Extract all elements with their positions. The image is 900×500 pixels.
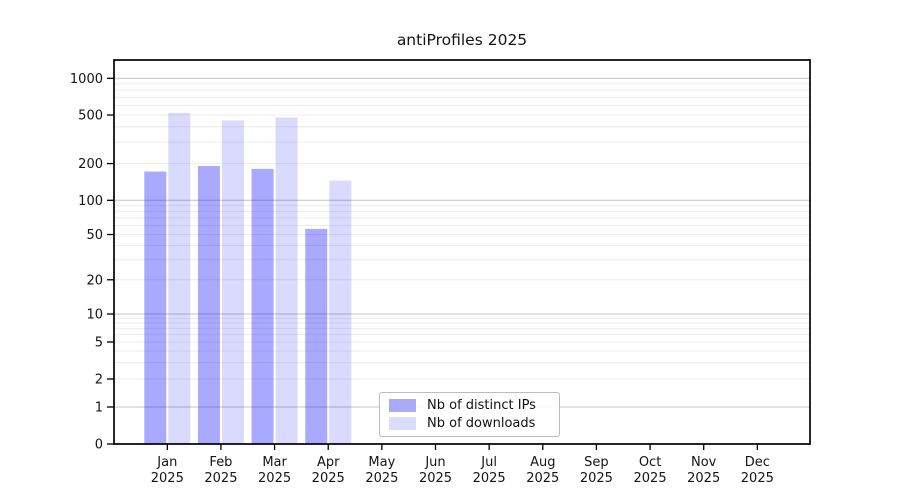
bar-ips-mar — [251, 168, 274, 444]
y-tick-label: 100 — [78, 194, 103, 209]
x-tick-label-year: 2025 — [473, 471, 506, 486]
x-tick-label-month: May — [368, 455, 395, 470]
x-tick-label-year: 2025 — [634, 471, 667, 486]
legend-label-downloads: Nb of downloads — [427, 415, 536, 431]
y-tick-label: 10 — [86, 308, 103, 323]
x-tick-label-month: Jun — [424, 455, 445, 470]
bar-ips-apr — [305, 228, 328, 444]
y-tick-label: 2 — [95, 373, 103, 388]
x-tick-label-year: 2025 — [365, 471, 398, 486]
legend-item-downloads: Nb of downloads — [389, 416, 550, 431]
x-tick-label-year: 2025 — [151, 471, 184, 486]
x-tick-label-year: 2025 — [419, 471, 452, 486]
bar-ips-feb — [197, 166, 220, 445]
chart-title: antiProfiles 2025 — [396, 31, 528, 49]
x-tick-label-month: Jul — [480, 455, 497, 470]
x-tick-label-month: Dec — [745, 455, 770, 470]
x-tick-label-month: Sep — [584, 455, 609, 470]
x-tick-label-year: 2025 — [741, 471, 774, 486]
bar-ips-jan — [144, 171, 167, 444]
y-tick-label: 1000 — [70, 72, 103, 87]
y-tick-label: 200 — [78, 157, 103, 172]
legend-swatch-distinct-ips — [389, 399, 416, 413]
y-tick-label: 500 — [78, 109, 103, 124]
bar-downloads-feb — [221, 120, 244, 444]
legend-label-distinct-ips: Nb of distinct IPs — [427, 398, 536, 414]
y-tick-label: 50 — [86, 228, 103, 243]
x-tick-label-month: Mar — [262, 455, 287, 470]
legend-swatch-downloads — [389, 416, 416, 430]
x-tick-label-month: Nov — [691, 455, 717, 470]
x-tick-label-month: Aug — [530, 455, 555, 470]
y-tick-label: 20 — [86, 273, 103, 288]
y-tick-label: 0 — [95, 438, 103, 453]
x-tick-label-month: Apr — [317, 455, 340, 470]
bar-downloads-jan — [168, 112, 191, 444]
x-tick-label-year: 2025 — [580, 471, 613, 486]
x-tick-label-year: 2025 — [312, 471, 345, 486]
bar-downloads-apr — [329, 180, 352, 444]
legend-item-distinct-ips: Nb of distinct IPs — [389, 398, 550, 413]
x-tick-label-year: 2025 — [258, 471, 291, 486]
x-tick-label-month: Feb — [209, 455, 232, 470]
y-tick-label: 5 — [95, 335, 103, 350]
y-tick-label: 1 — [95, 401, 103, 416]
axes-frame — [113, 59, 811, 445]
legend: Nb of distinct IPs Nb of downloads — [379, 392, 560, 437]
bar-downloads-mar — [275, 117, 298, 445]
x-tick-label-month: Oct — [639, 455, 661, 470]
x-tick-label-year: 2025 — [526, 471, 559, 486]
x-tick-label-year: 2025 — [204, 471, 237, 486]
x-tick-label-month: Jan — [156, 455, 177, 470]
x-tick-label-year: 2025 — [687, 471, 720, 486]
